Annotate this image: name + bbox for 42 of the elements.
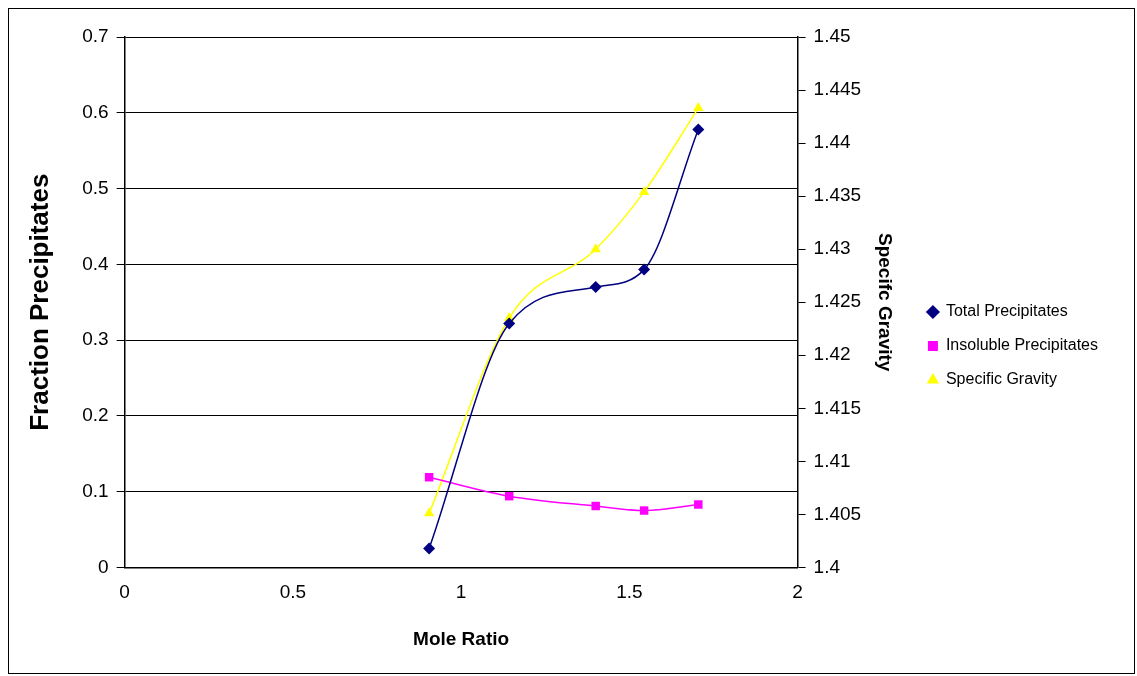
point: [639, 506, 649, 515]
y2-tick-label: 1.42: [813, 343, 851, 365]
x-tick-label: 2: [792, 581, 803, 603]
x-tick-label: 1: [455, 581, 467, 603]
y2-tick-label: 1.415: [813, 396, 862, 418]
y2-tick-label: 1.43: [813, 237, 851, 259]
legend-label: Insoluble Precipitates: [945, 336, 1099, 354]
legend-label: Total Precipitates: [945, 302, 1068, 320]
y-tick-label: 0.3: [82, 328, 109, 350]
y-tick-label: 0.6: [82, 101, 109, 123]
point: [423, 542, 436, 555]
point: [694, 500, 703, 509]
y2-tick-label: 1.425: [813, 290, 862, 312]
point: [503, 317, 516, 330]
y2-tick-label: 1.44: [813, 131, 851, 153]
y-tick-label: 0.7: [82, 25, 109, 47]
point: [693, 102, 704, 112]
y-tick-label: 0.4: [82, 252, 110, 274]
y-tick-label: 0.2: [82, 404, 109, 426]
point: [638, 185, 650, 195]
y-tick-label: 0: [98, 555, 109, 577]
y2-tick-label: 1.45: [813, 25, 851, 47]
point: [590, 243, 601, 253]
y-tick-label: 0.5: [82, 176, 109, 198]
x-tick-label: 0: [119, 581, 130, 603]
y2-tick-label: 1.4: [813, 555, 841, 577]
y2-axis-title: Specifc Gravity: [875, 233, 897, 372]
y2-tick-label: 1.405: [813, 502, 862, 524]
point: [638, 263, 651, 276]
x-tick-label: 0.5: [279, 581, 307, 603]
point: [423, 507, 435, 517]
point: [591, 501, 600, 511]
x-axis-title: Mole Ratio: [413, 627, 510, 649]
y2-tick-label: 1.41: [813, 449, 851, 471]
x-tick-label: 1.5: [616, 581, 643, 603]
y-axis-title: Fraction Precipitates: [23, 173, 54, 431]
y2-tick-label: 1.435: [813, 184, 862, 206]
legend-label: Specific Gravity: [945, 370, 1058, 388]
point: [692, 123, 705, 136]
y-tick-label: 0.1: [82, 479, 109, 501]
y2-tick-label: 1.445: [813, 78, 862, 100]
point: [589, 281, 602, 294]
